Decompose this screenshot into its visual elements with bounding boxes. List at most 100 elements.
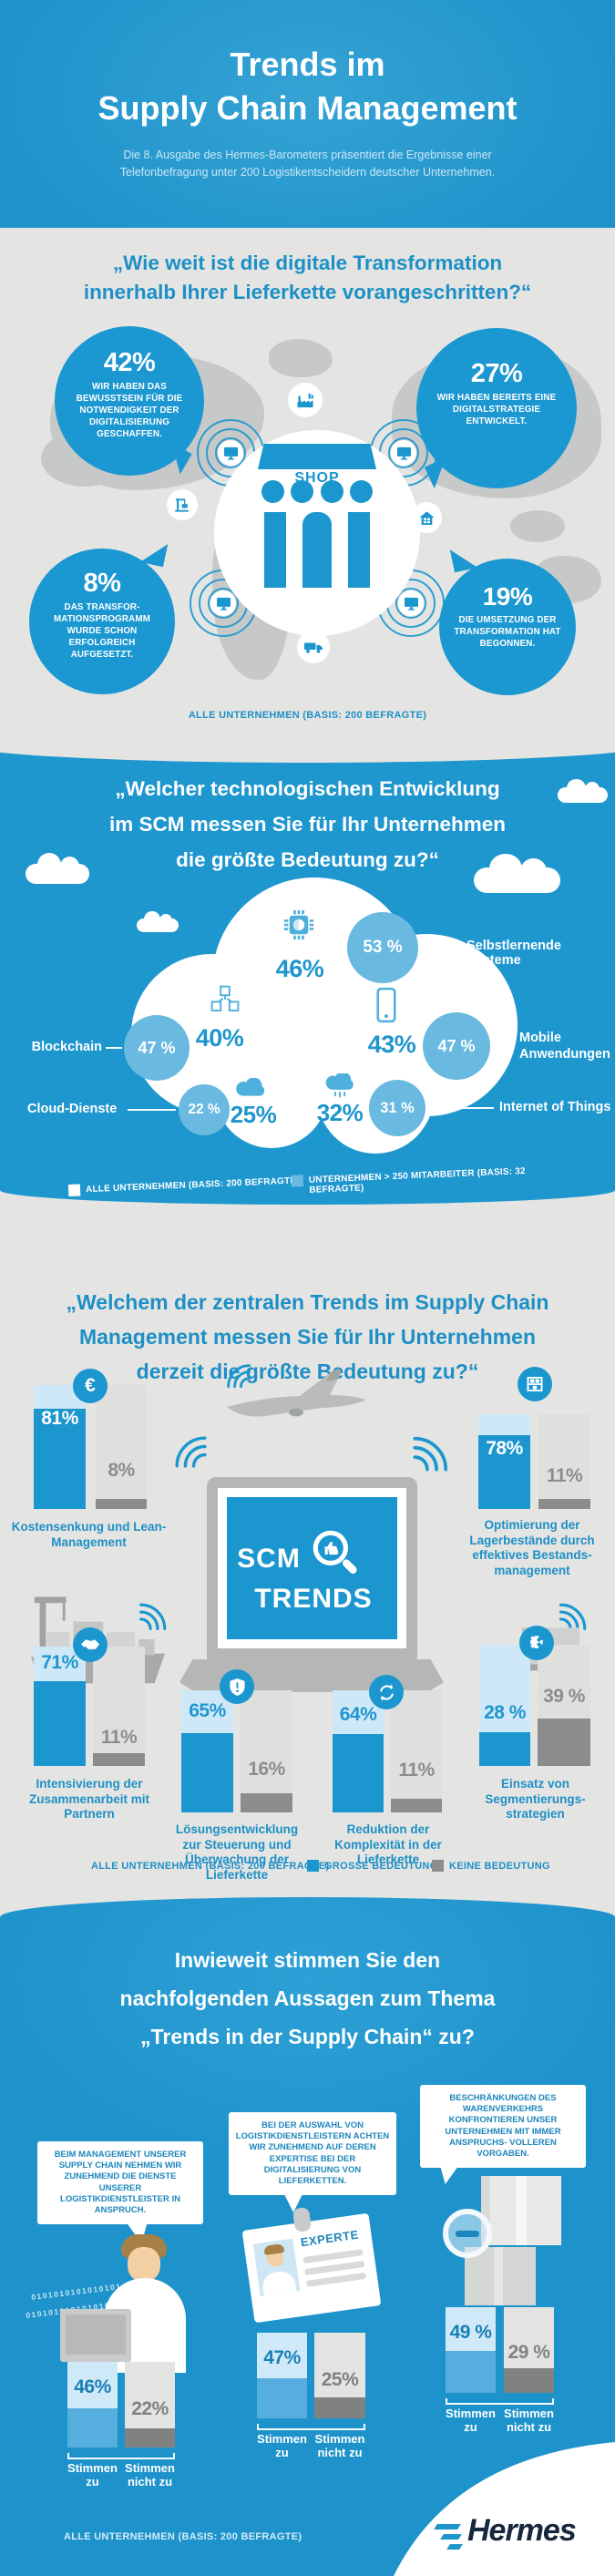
truck-icon	[297, 631, 330, 663]
bubble-tail	[450, 545, 478, 573]
shop-wall-left	[264, 512, 286, 588]
bar-komplex-no	[391, 1690, 442, 1812]
disagree-label: Stimmen nicht zu	[314, 2432, 365, 2459]
shop-scallop	[291, 480, 313, 503]
cloud-icon	[235, 1077, 266, 1102]
wifi-icon	[412, 1432, 452, 1477]
bar-komplex-yes	[333, 1690, 384, 1812]
monitor-icon	[218, 440, 243, 466]
connector-line	[422, 946, 461, 948]
euro-icon: €	[73, 1369, 108, 1403]
inventory-icon	[518, 1367, 552, 1401]
bar-disagree-2	[314, 2333, 365, 2418]
page-title-line1: Trends im	[230, 46, 385, 83]
crane-icon	[167, 489, 198, 520]
section-curve	[0, 723, 615, 763]
monitor-icon	[391, 440, 416, 466]
label-blockchain: Blockchain	[31, 1040, 102, 1054]
bar-agree-2	[257, 2333, 307, 2418]
bar-value: 25%	[321, 2369, 359, 2390]
shop-wall-right	[348, 512, 370, 588]
minus-bar	[456, 2231, 479, 2237]
badge-photo-shoulders	[261, 2269, 297, 2296]
map-greenland	[269, 339, 333, 377]
hermes-logo-stripe	[440, 2534, 462, 2540]
section4-title-line2: nachfolgenden Aussagen zum Thema	[119, 1986, 496, 2010]
magnifier-icon	[308, 1525, 363, 1585]
agree-label: Stimmen zu	[446, 2407, 496, 2434]
section3-title-line1: „Welchem der zentralen Trends im Supply …	[66, 1290, 549, 1314]
statement-auswahl: BEI DER AUSWAHL VON LOGISTIKDIENSTLEISTE…	[229, 2112, 396, 2196]
bar-segment-no	[538, 1645, 590, 1766]
iot-icon	[324, 1072, 355, 1103]
section1-title-line2: innerhalb Ihrer Lieferkette vorangeschri…	[83, 281, 532, 303]
shop-door	[302, 512, 332, 588]
label-segment: Einsatz von Segmentierungs-strategien	[485, 1777, 586, 1821]
bar-value: 39 %	[543, 1686, 585, 1707]
bar-loesung-no	[241, 1690, 292, 1812]
section2-title-line3: die größte Bedeutung zu?“	[176, 848, 439, 871]
value-selbstlernende-all: 46%	[275, 955, 324, 982]
bar-value: 29 %	[507, 2342, 550, 2363]
bubble-awareness: 42% WIR HABEN DAS BEWUSSTSEIN FÜR DIE NO…	[55, 326, 204, 476]
bubble-value: 8%	[83, 569, 121, 598]
value-mobile-large: 47 %	[423, 1012, 490, 1080]
bar-partner-no	[93, 1647, 145, 1766]
section1-basis-note: ALLE UNTERNEHMEN (BASIS: 200 BEFRAGTE)	[188, 710, 427, 721]
legend-swatch-large	[291, 1175, 304, 1187]
worker-monitor-screen	[66, 2314, 126, 2355]
statement-beschraenkungen: BESCHRÄNKUNGEN DES WARENVERKEHRS KONFRON…	[420, 2085, 586, 2169]
page-subtitle-line1: Die 8. Ausgabe des Hermes-Barometers prä…	[123, 149, 492, 161]
blockchain-icon	[209, 984, 241, 1020]
header-banner	[0, 0, 615, 228]
shop-scallop	[261, 480, 284, 503]
chip-icon	[282, 908, 316, 947]
bubble-value: 42%	[103, 348, 156, 377]
bar-value: 11%	[100, 1727, 138, 1748]
connector-line	[128, 1109, 176, 1111]
legend-swatch-yes	[307, 1860, 319, 1872]
bar-partner-yes	[34, 1647, 86, 1766]
bar-lager-no	[538, 1414, 590, 1509]
section2-title-line2: im SCM messen Sie für Ihr Unternehmen	[108, 813, 507, 836]
bubble-value: 47 %	[138, 1038, 176, 1057]
shield-icon	[220, 1669, 254, 1704]
bar-disagree-1	[125, 2362, 175, 2448]
value-selbstlernende-large: 53 %	[347, 912, 418, 983]
monitor-icon	[398, 590, 424, 616]
hermes-footer-swoosh	[383, 2424, 615, 2576]
wifi-icon	[171, 1432, 208, 1473]
bar-agree-3	[446, 2307, 496, 2393]
connector-line	[106, 1047, 122, 1049]
bar-loesung-yes	[181, 1690, 233, 1812]
bubble-program: 8% DAS TRANSFOR- MATIONSPROGRAMM WURDE S…	[29, 549, 175, 694]
label-loesung: Lösungsentwicklung zur Steuerung und Übe…	[175, 1822, 299, 1882]
connector-line	[492, 1045, 514, 1047]
disagree-label: Stimmen nicht zu	[504, 2407, 554, 2434]
section3-legend-basis: ALLE UNTERNEHMEN (BASIS: 200 BEFRAGTE)	[91, 1861, 330, 1872]
shop-scallop	[320, 480, 343, 503]
section1-title-line1: „Wie weit ist die digitale Transformatio…	[112, 251, 503, 274]
bubble-value: 47 %	[437, 1036, 476, 1055]
laptop-text-trends: TRENDS	[254, 1584, 373, 1614]
worker-face	[128, 2247, 160, 2282]
label-lager: Optimierung der Lagerbestände durch effe…	[469, 1518, 595, 1577]
disagree-label: Stimmen nicht zu	[125, 2461, 175, 2489]
handshake-icon	[73, 1627, 108, 1662]
factory-icon	[288, 383, 323, 417]
label-selbstlernende: Selbstlernende Systeme	[466, 939, 561, 968]
bar-kosten-yes	[34, 1385, 86, 1509]
badge-label: EXPERTE	[299, 2227, 360, 2250]
bar-value: 22%	[131, 2398, 169, 2419]
connector-line	[428, 1107, 494, 1109]
monitor-icon	[210, 590, 236, 616]
label-kosten: Kostensenkung und Lean-Management	[11, 1520, 167, 1549]
badge-photo	[252, 2238, 301, 2297]
laptop-text-scm: SCM	[237, 1544, 301, 1574]
section3-title-line3: derzeit die größte Bedeutung zu?“	[136, 1360, 479, 1383]
value-iot-large: 31 %	[369, 1080, 425, 1136]
bar-value: 71%	[41, 1652, 78, 1673]
wifi-icon	[224, 1361, 251, 1393]
legend-swatch-all	[67, 1184, 81, 1196]
section3-title-line2: Management messen Sie für Ihr Unternehme…	[78, 1325, 536, 1349]
